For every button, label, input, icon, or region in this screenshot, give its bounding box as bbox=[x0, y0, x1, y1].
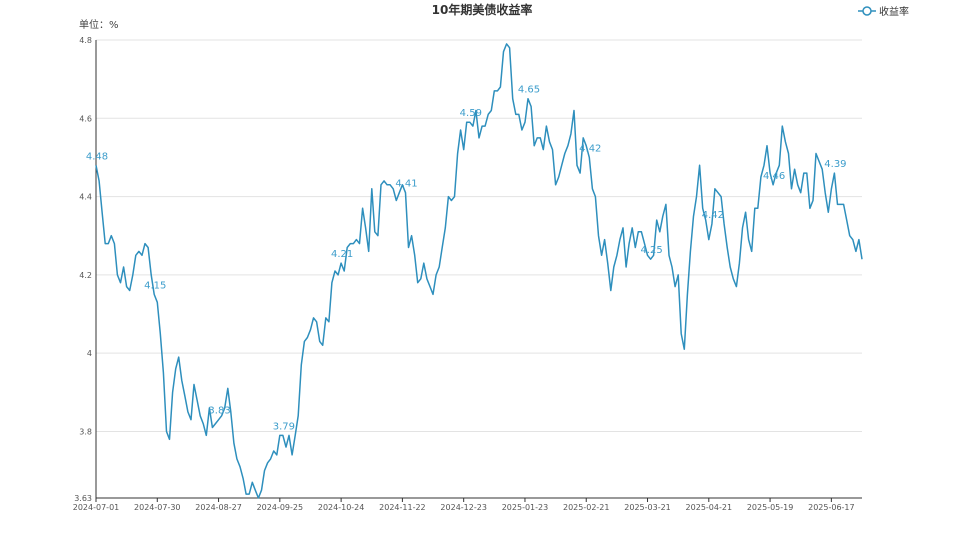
chart-title: 10年期美债收益率 bbox=[432, 2, 533, 17]
unit-label: 单位：% bbox=[79, 18, 119, 31]
y-axis: 3.63 3.8 4 4.2 4.4 4.6 4.8 bbox=[74, 36, 97, 503]
y-tick-label: 4.2 bbox=[79, 271, 92, 280]
data-label: 4.42 bbox=[579, 143, 601, 154]
x-axis: 2024-07-01 2024-07-30 2024-08-27 2024-09-25… bbox=[73, 497, 862, 512]
data-labels: 4.48 4.15 3.83 3.79 4.21 4.41 4.59 4.65 4.42 4.25… bbox=[86, 85, 847, 433]
y-tick-label: 4.6 bbox=[79, 114, 92, 123]
x-tick-label: 2024-07-30 bbox=[134, 503, 181, 512]
data-label: 3.79 bbox=[273, 421, 295, 432]
data-label: 4.65 bbox=[518, 85, 540, 96]
x-tick-label: 2025-01-23 bbox=[502, 503, 549, 512]
data-label: 4.41 bbox=[395, 179, 417, 190]
x-tick-label: 2024-07-01 bbox=[73, 503, 120, 512]
data-label: 4.59 bbox=[460, 108, 482, 119]
data-label: 4.39 bbox=[824, 159, 846, 170]
data-label: 4.42 bbox=[702, 210, 724, 221]
legend-label: 收益率 bbox=[879, 5, 909, 18]
data-label: 4.48 bbox=[86, 151, 108, 162]
data-label: 3.83 bbox=[208, 406, 230, 417]
data-label: 4.25 bbox=[640, 245, 662, 256]
series-line bbox=[95, 43, 863, 499]
data-label: 4.15 bbox=[144, 280, 166, 291]
x-tick-label: 2024-08-27 bbox=[195, 503, 242, 512]
x-tick-label: 2025-04-21 bbox=[686, 503, 733, 512]
y-tick-label: 3.8 bbox=[79, 427, 92, 436]
x-tick-label: 2025-03-21 bbox=[624, 503, 671, 512]
x-tick-label: 2025-02-21 bbox=[563, 503, 610, 512]
x-tick-label: 2025-05-19 bbox=[747, 503, 794, 512]
data-label: 4.46 bbox=[763, 171, 785, 182]
x-tick-label: 2024-10-24 bbox=[318, 503, 365, 512]
legend[interactable]: 收益率 bbox=[858, 5, 909, 18]
x-tick-label: 2024-12-23 bbox=[440, 503, 487, 512]
y-tick-label: 3.63 bbox=[74, 494, 92, 503]
legend-circle-icon bbox=[862, 6, 872, 16]
x-tick-label: 2024-09-25 bbox=[257, 503, 304, 512]
y-tick-label: 4 bbox=[87, 349, 92, 358]
data-label: 4.21 bbox=[331, 249, 353, 260]
y-tick-label: 4.8 bbox=[79, 36, 92, 45]
grid-lines bbox=[96, 39, 862, 432]
y-tick-label: 4.4 bbox=[79, 193, 92, 202]
x-tick-label: 2025-06-17 bbox=[808, 503, 855, 512]
x-tick-label: 2024-11-22 bbox=[379, 503, 426, 512]
